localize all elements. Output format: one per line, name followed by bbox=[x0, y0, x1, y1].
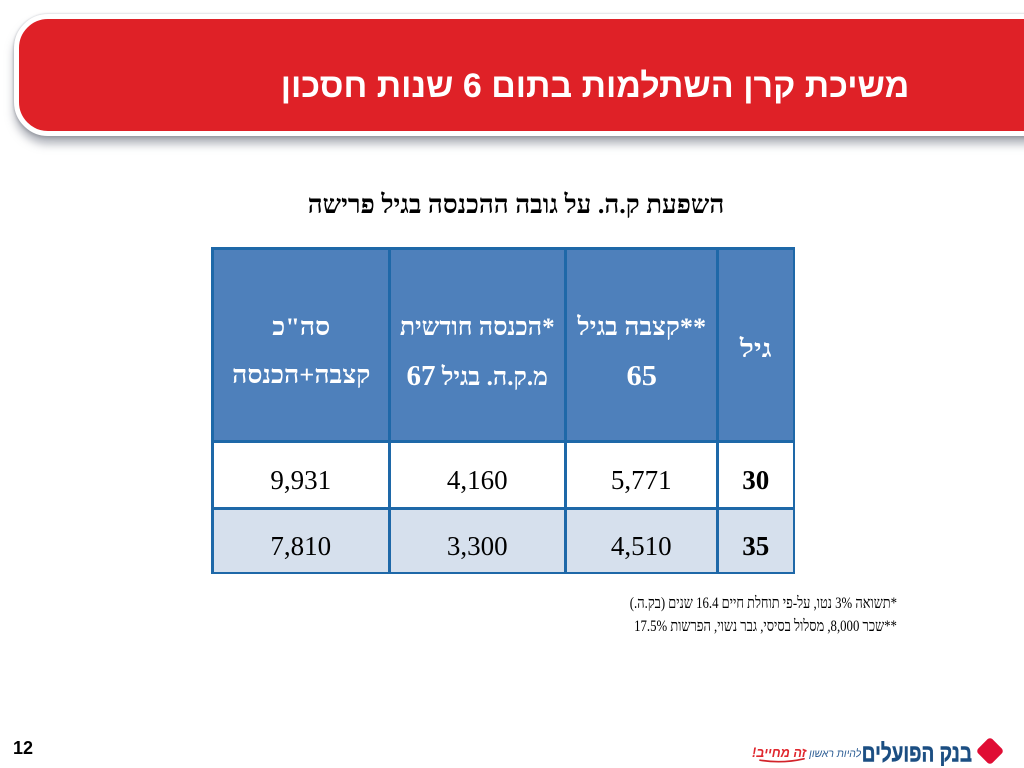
svg-text:בנק הפועלים: בנק הפועלים bbox=[862, 739, 972, 766]
